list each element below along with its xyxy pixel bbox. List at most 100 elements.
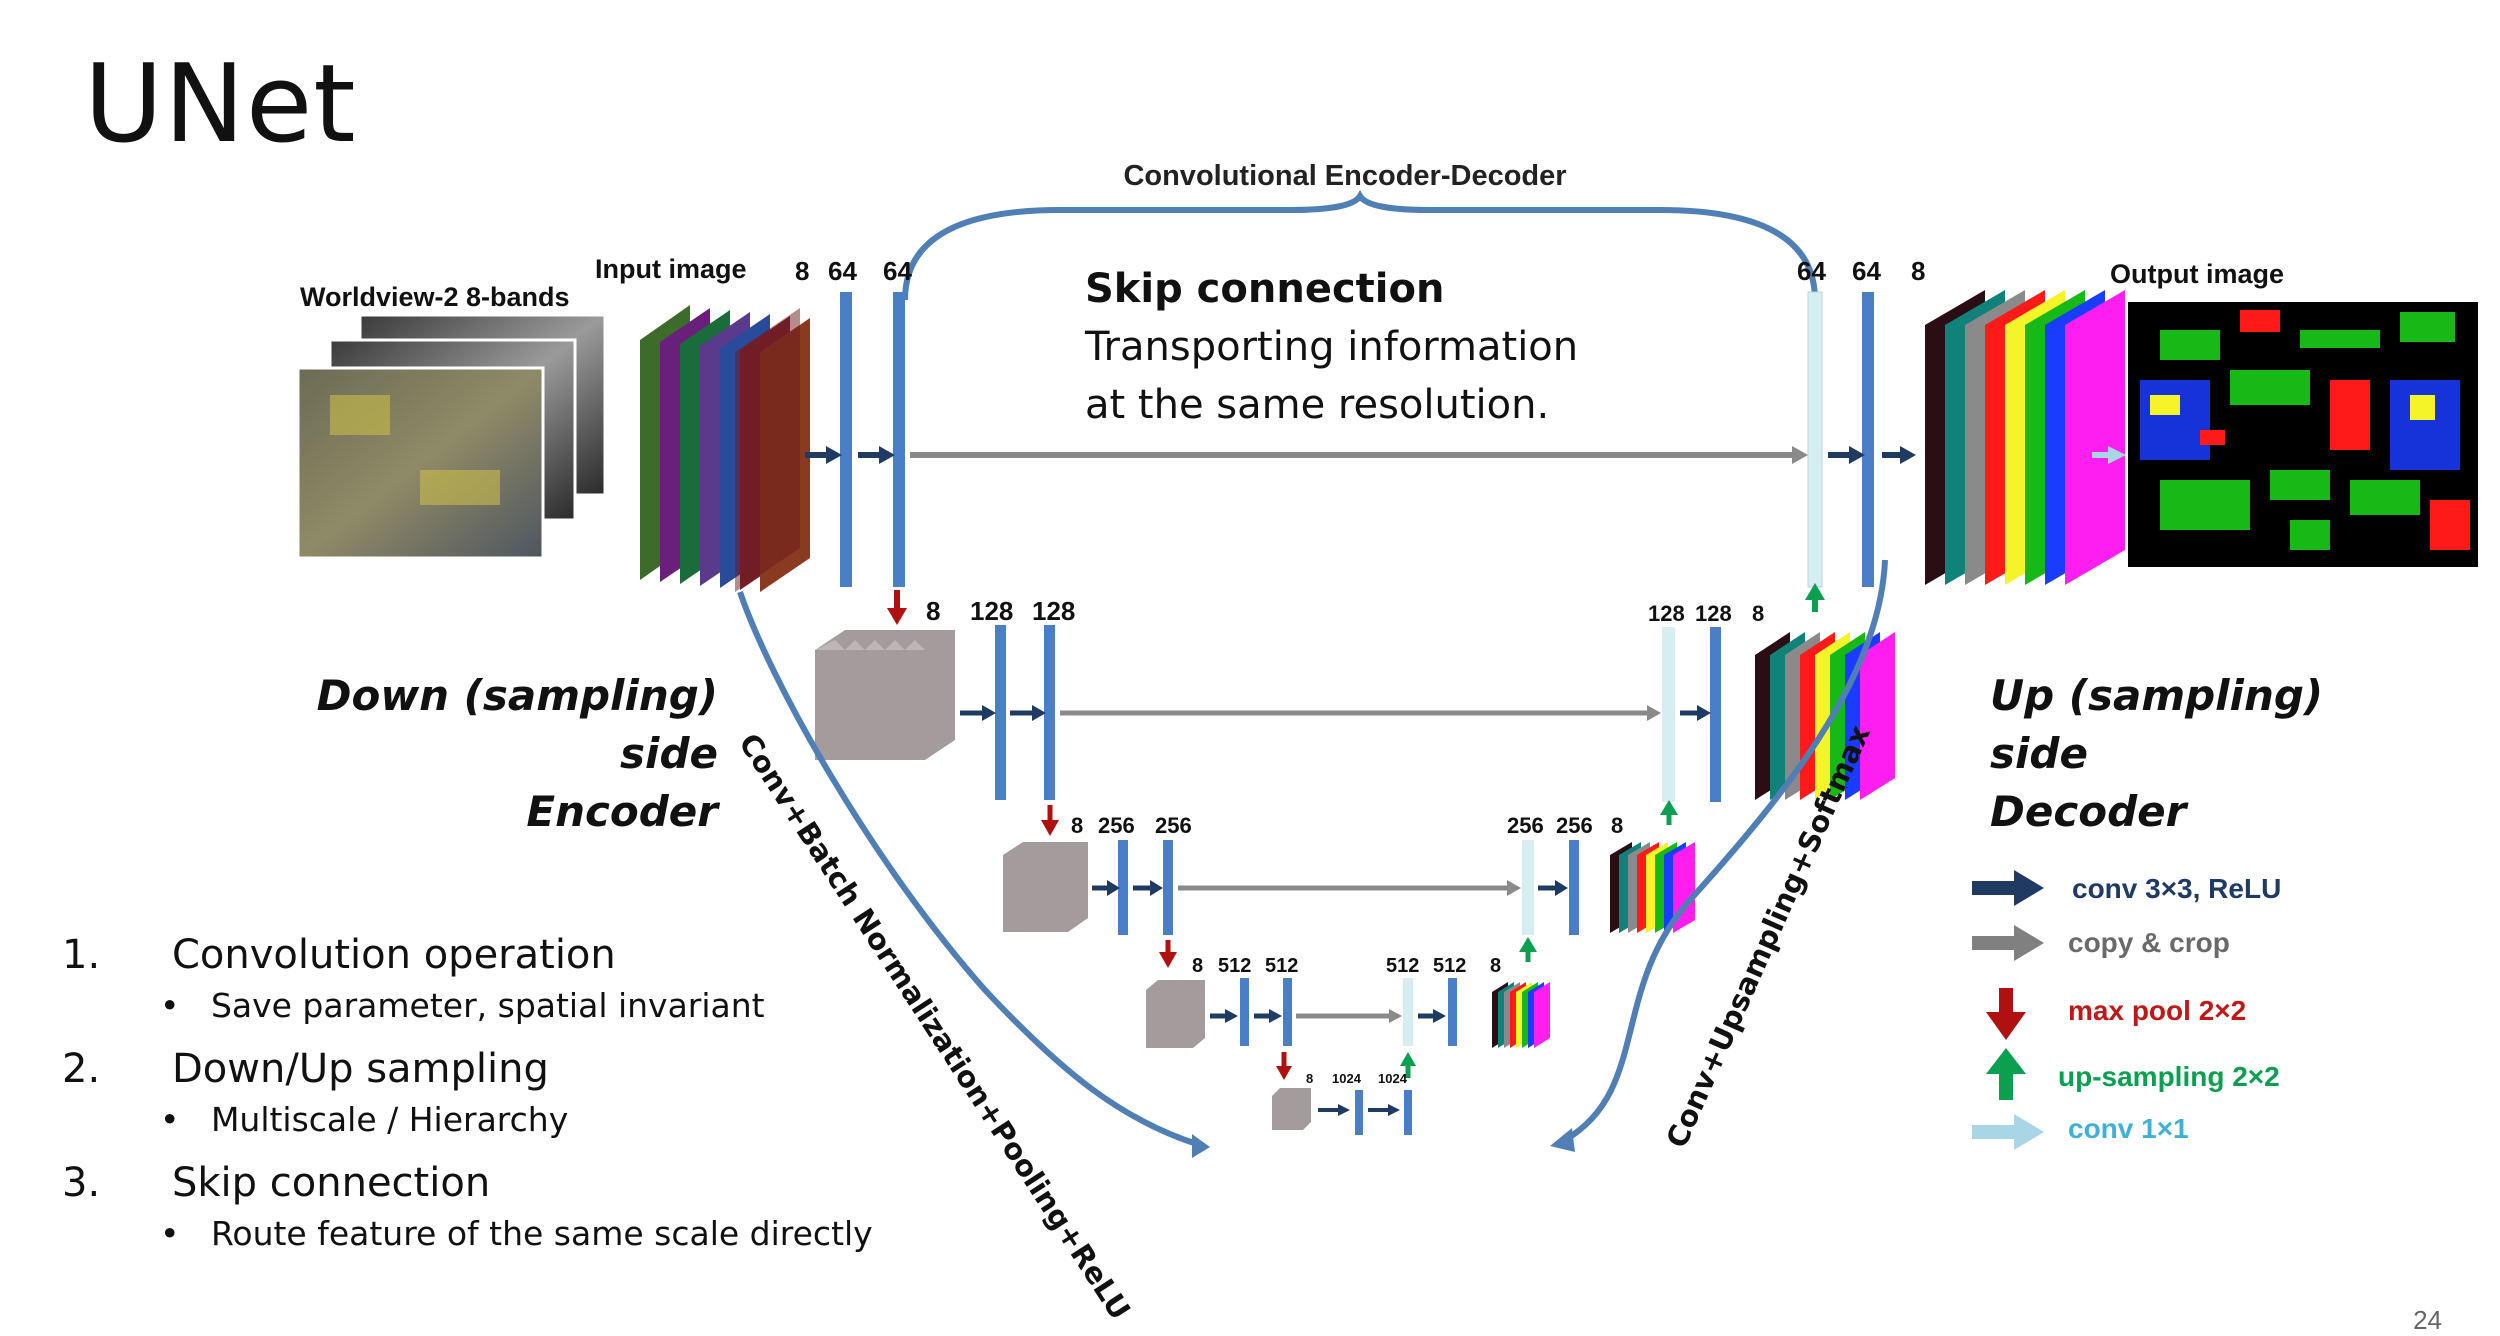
level3-dec-bar — [1569, 840, 1579, 935]
note-number: 1. — [62, 932, 101, 978]
arrow-right-icon — [2014, 870, 2044, 906]
level4-enc-channels-0: 8 — [1192, 955, 1203, 977]
legend-conv: conv 3×3, ReLU — [1972, 870, 2281, 906]
level2-dec-channels-2: 8 — [1752, 601, 1764, 626]
level5-channels-1: 1024 — [1332, 1071, 1362, 1086]
level5-bar-2 — [1404, 1090, 1412, 1135]
level2-skip-bar — [1662, 627, 1675, 802]
legend-maxpool-label: max pool 2×2 — [2068, 995, 2246, 1026]
legend-upsample: up-sampling 2×2 — [1986, 1048, 2280, 1100]
input-source-label: Worldview-2 8-bands — [300, 282, 570, 312]
encoder-curve — [737, 591, 1210, 1158]
arrow-right-icon — [2014, 925, 2044, 961]
level4-arrows — [1210, 1009, 1446, 1080]
up-line-1: Up (sampling) — [1990, 671, 2323, 720]
note-title: Convolution operation — [172, 932, 616, 978]
level4-encoder-labels: 8 512 512 — [1192, 955, 1298, 977]
brace-label: Convolutional Encoder-Decoder — [1123, 160, 1566, 192]
level3-output-stack — [1610, 842, 1695, 933]
up-line-3: Decoder — [1990, 787, 2189, 836]
arrow-down-icon — [1986, 1012, 2026, 1040]
level2-decoder-labels: 128 128 8 — [1648, 601, 1764, 626]
level2-enc-channels-1: 128 — [970, 596, 1013, 626]
level2-dec-channels-1: 128 — [1695, 601, 1732, 626]
satellite-image-stack — [296, 313, 607, 560]
level5-gray-block — [1272, 1088, 1311, 1130]
legend-copy: copy & crop — [1972, 925, 2230, 961]
legend-maxpool: max pool 2×2 — [1986, 988, 2246, 1040]
level2-enc-channels-2: 128 — [1032, 596, 1075, 626]
level3-dec-channels-1: 256 — [1556, 813, 1593, 838]
note-title: Skip connection — [172, 1160, 491, 1206]
level3-enc-channels-0: 8 — [1071, 813, 1083, 838]
level1-dec-channels-0: 64 — [1797, 256, 1826, 286]
encoder-side-title: Down (sampling) side Encoder — [317, 671, 721, 836]
level4-dec-bar — [1448, 978, 1457, 1046]
level2-dec-channels-0: 128 — [1648, 601, 1685, 626]
level1-enc-bar-2 — [893, 292, 905, 587]
note-number: 3. — [62, 1160, 101, 1206]
output-image-label: Output image — [2110, 259, 2284, 289]
level1-decoder-labels: 64 64 8 — [1797, 256, 1925, 286]
level4-enc-bar-1 — [1240, 978, 1249, 1046]
level3-arrows — [1092, 880, 1568, 968]
level5-channels-0: 8 — [1306, 1071, 1313, 1086]
level2-gray-block — [815, 630, 955, 760]
skip-connection-desc-2: at the same resolution. — [1085, 382, 1549, 428]
output-class-stack — [1925, 290, 2125, 585]
down-line-3: Encoder — [526, 787, 720, 836]
slide-title: UNet — [84, 42, 357, 167]
level3-enc-channels-2: 256 — [1155, 813, 1192, 838]
level2-dec-bar — [1710, 627, 1721, 802]
level5-bar-1 — [1355, 1090, 1363, 1135]
input-band-stack — [640, 305, 810, 592]
level4-skip-bar — [1403, 978, 1413, 1046]
legend-conv1x1-label: conv 1×1 — [2068, 1113, 2189, 1144]
level3-dec-channels-2: 8 — [1611, 813, 1623, 838]
level1-enc-channels-2: 64 — [883, 256, 912, 286]
level1-dec-channels-1: 64 — [1852, 256, 1881, 286]
note-number: 2. — [62, 1046, 101, 1092]
down-line-1: Down (sampling) — [317, 671, 718, 720]
level5-channels-2: 1024 — [1378, 1071, 1408, 1086]
legend-conv-label: conv 3×3, ReLU — [2072, 873, 2281, 904]
level3-enc-channels-1: 256 — [1098, 813, 1135, 838]
level4-gray-block — [1146, 980, 1205, 1048]
down-line-2: side — [620, 729, 718, 778]
level3-dec-channels-0: 256 — [1507, 813, 1544, 838]
input-image-label: Input image — [595, 254, 747, 284]
level5-labels: 8 1024 1024 — [1306, 1071, 1408, 1086]
level2-encoder-labels: 8 128 128 — [926, 596, 1075, 626]
level1-arrows — [805, 446, 2126, 625]
level3-enc-bar-2 — [1163, 840, 1173, 935]
level1-dec-bar — [1862, 292, 1874, 587]
level3-gray-block — [1003, 842, 1088, 932]
up-line-2: side — [1990, 729, 2088, 778]
level1-encoder-labels: 8 64 64 — [795, 256, 912, 286]
arrow-up-icon — [1986, 1048, 2026, 1074]
level1-dec-channels-2: 8 — [1911, 256, 1925, 286]
level1-skip-bar — [1807, 291, 1823, 588]
note-title: Down/Up sampling — [172, 1046, 549, 1092]
decoder-curve — [1550, 559, 1888, 1152]
level2-enc-bar-1 — [995, 625, 1006, 800]
level1-enc-channels-0: 8 — [795, 256, 809, 286]
level3-skip-bar — [1522, 840, 1534, 935]
decoder-side-title: Up (sampling) side Decoder — [1990, 671, 2323, 836]
page-number: 24 — [2413, 1305, 2442, 1335]
arrow-right-icon — [2014, 1114, 2044, 1150]
level4-output-stack — [1492, 982, 1550, 1048]
skip-connection-desc-1: Transporting information — [1084, 324, 1578, 370]
level4-dec-channels-2: 8 — [1490, 955, 1501, 977]
legend: conv 3×3, ReLU copy & crop max pool 2×2 … — [1972, 870, 2281, 1150]
legend-conv1x1: conv 1×1 — [1972, 1113, 2189, 1150]
level2-arrows — [960, 705, 1711, 836]
level4-decoder-labels: 512 512 8 — [1386, 955, 1501, 977]
level3-enc-bar-1 — [1118, 840, 1128, 935]
level1-enc-channels-1: 64 — [828, 256, 857, 286]
output-segmentation-map — [2128, 302, 2478, 567]
note-sub: • Multiscale / Hierarchy — [160, 1100, 569, 1139]
level1-enc-bar-1 — [840, 292, 852, 587]
note-sub: • Route feature of the same scale direct… — [160, 1214, 873, 1253]
